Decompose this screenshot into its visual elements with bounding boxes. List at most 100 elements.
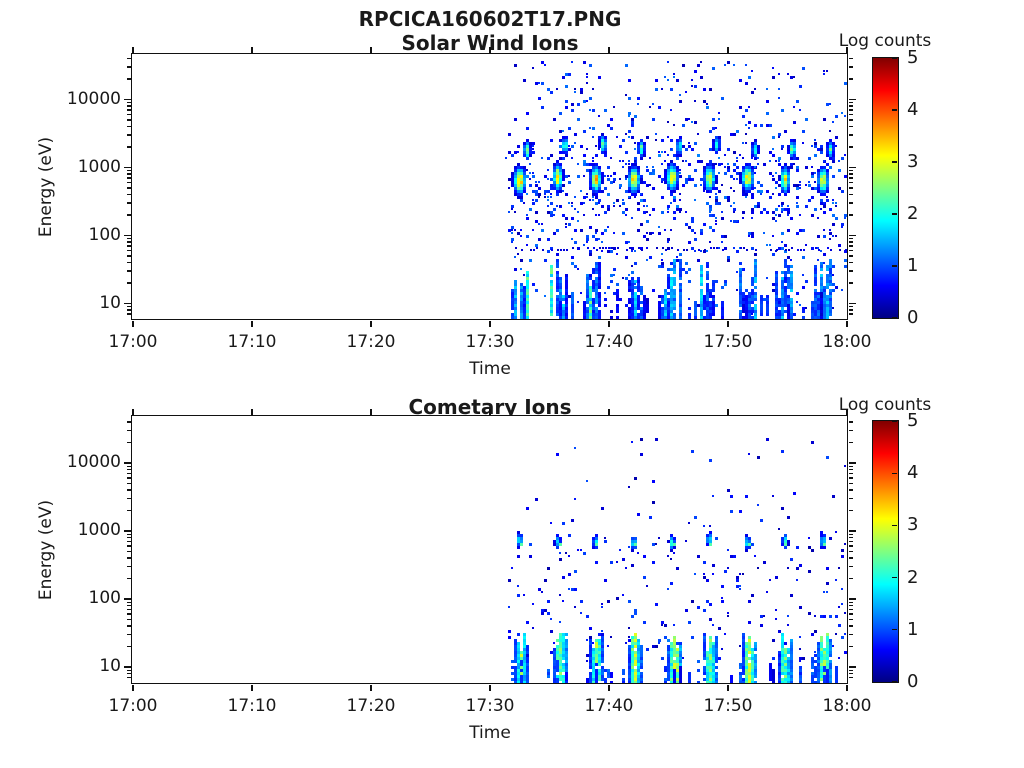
y-minor-tick-right <box>849 601 853 603</box>
y-minor-tick-left <box>127 241 131 243</box>
colorbar-tick <box>892 57 897 59</box>
y-minor-tick-right <box>849 533 853 535</box>
y-minor-tick-left <box>127 477 131 479</box>
y-minor-tick-right <box>849 536 853 539</box>
y-minor-tick-right <box>849 255 853 257</box>
x-tick-label: 17:10 <box>227 332 277 352</box>
colorbar-tick-label: 1 <box>907 255 919 276</box>
y-tick-left <box>124 462 131 464</box>
x-tick-label: 17:00 <box>108 696 158 716</box>
y-minor-tick-right <box>849 497 853 500</box>
y-minor-tick-left <box>127 604 131 607</box>
x-tick-top <box>727 47 729 53</box>
y-minor-tick-right <box>849 441 853 444</box>
x-tick-bottom <box>132 320 134 327</box>
y-minor-tick-right <box>849 482 853 485</box>
y-minor-tick-left <box>127 309 131 311</box>
x-tick-bottom <box>132 684 134 691</box>
y-minor-tick-left <box>127 57 131 60</box>
y-minor-tick-left <box>127 270 131 272</box>
y-minor-tick-right <box>849 282 853 284</box>
y-minor-tick-right <box>849 604 853 607</box>
x-tick-bottom <box>489 320 491 327</box>
x-tick-bottom <box>489 684 491 691</box>
y-minor-tick-right <box>849 625 853 627</box>
y-minor-tick-left <box>127 557 131 559</box>
y-minor-tick-left <box>127 193 131 196</box>
y-minor-tick-left <box>127 676 131 679</box>
x-tick-label: 17:10 <box>227 696 277 716</box>
y-minor-tick-right <box>849 125 853 128</box>
x-tick-top <box>846 409 848 415</box>
x-tick-bottom <box>846 684 848 691</box>
y-minor-tick-right <box>849 134 853 136</box>
y-minor-tick-left <box>127 146 131 148</box>
colorbar-tick-label: 5 <box>907 47 919 68</box>
colorbar-tick-label: 1 <box>907 618 919 640</box>
y-minor-tick-right <box>849 309 853 311</box>
y-minor-tick-right <box>849 261 853 264</box>
colorbar-tick-label: 3 <box>907 151 919 172</box>
colorbar-tick <box>892 576 897 579</box>
y-minor-tick-right <box>849 465 853 467</box>
x-tick-bottom <box>727 320 729 327</box>
panel1-xlabel: Time <box>469 359 511 379</box>
y-minor-tick-right <box>849 245 853 247</box>
y-minor-tick-left <box>127 214 131 216</box>
y-minor-tick-left <box>127 313 131 315</box>
y-minor-tick-right <box>849 489 853 491</box>
colorbar-tick <box>892 161 897 163</box>
x-tick-label: 17:20 <box>346 696 396 716</box>
y-tick-label: 100 <box>88 224 121 245</box>
y-minor-tick-left <box>127 109 131 111</box>
y-minor-tick-right <box>849 270 853 272</box>
y-minor-tick-left <box>127 177 131 179</box>
y-minor-tick-right <box>849 109 853 111</box>
y-minor-tick-left <box>127 540 131 543</box>
y-minor-tick-left <box>127 421 131 423</box>
colorbar-tick-label: 4 <box>907 462 919 484</box>
y-minor-tick-right <box>849 618 853 621</box>
y-minor-tick-right <box>849 66 853 68</box>
x-tick-top <box>489 47 491 53</box>
y-minor-tick-right <box>849 187 853 189</box>
y-tick-right <box>849 166 856 169</box>
y-tick-left <box>124 98 131 101</box>
y-tick-right <box>849 234 856 237</box>
x-tick-top <box>846 47 848 53</box>
y-minor-tick-right <box>849 57 853 60</box>
y-minor-tick-right <box>849 565 853 568</box>
x-tick-label: 17:20 <box>346 332 396 352</box>
y-tick-left <box>124 234 131 237</box>
x-tick-label: 17:50 <box>703 696 753 716</box>
y-minor-tick-left <box>127 489 131 491</box>
x-tick-label: 18:00 <box>822 332 872 352</box>
y-tick-label: 10000 <box>66 452 121 472</box>
y-minor-tick-left <box>127 633 131 636</box>
x-tick-label: 17:30 <box>465 696 515 716</box>
y-minor-tick-right <box>849 249 853 252</box>
y-tick-right <box>849 598 856 600</box>
y-minor-tick-right <box>849 613 853 615</box>
y-minor-tick-left <box>127 125 131 128</box>
y-minor-tick-left <box>127 669 131 671</box>
y-minor-tick-left <box>127 202 131 204</box>
y-tick-label: 1000 <box>77 156 121 177</box>
y-minor-tick-left <box>127 173 131 175</box>
colorbar-tick <box>892 109 897 111</box>
y-minor-tick-right <box>849 78 853 80</box>
x-tick-top <box>132 47 134 53</box>
x-tick-top <box>489 409 491 415</box>
solar-wind-spectrogram-canvas <box>133 55 847 319</box>
y-tick-right <box>849 98 856 101</box>
x-tick-label: 17:40 <box>584 332 634 352</box>
panel2-colorbar <box>872 420 899 683</box>
x-tick-top <box>608 409 610 415</box>
y-tick-label: 10 <box>99 656 121 676</box>
y-minor-tick-left <box>127 625 131 627</box>
y-minor-tick-right <box>849 238 853 240</box>
y-minor-tick-left <box>127 472 131 475</box>
y-minor-tick-right <box>849 557 853 559</box>
y-minor-tick-right <box>849 633 853 636</box>
